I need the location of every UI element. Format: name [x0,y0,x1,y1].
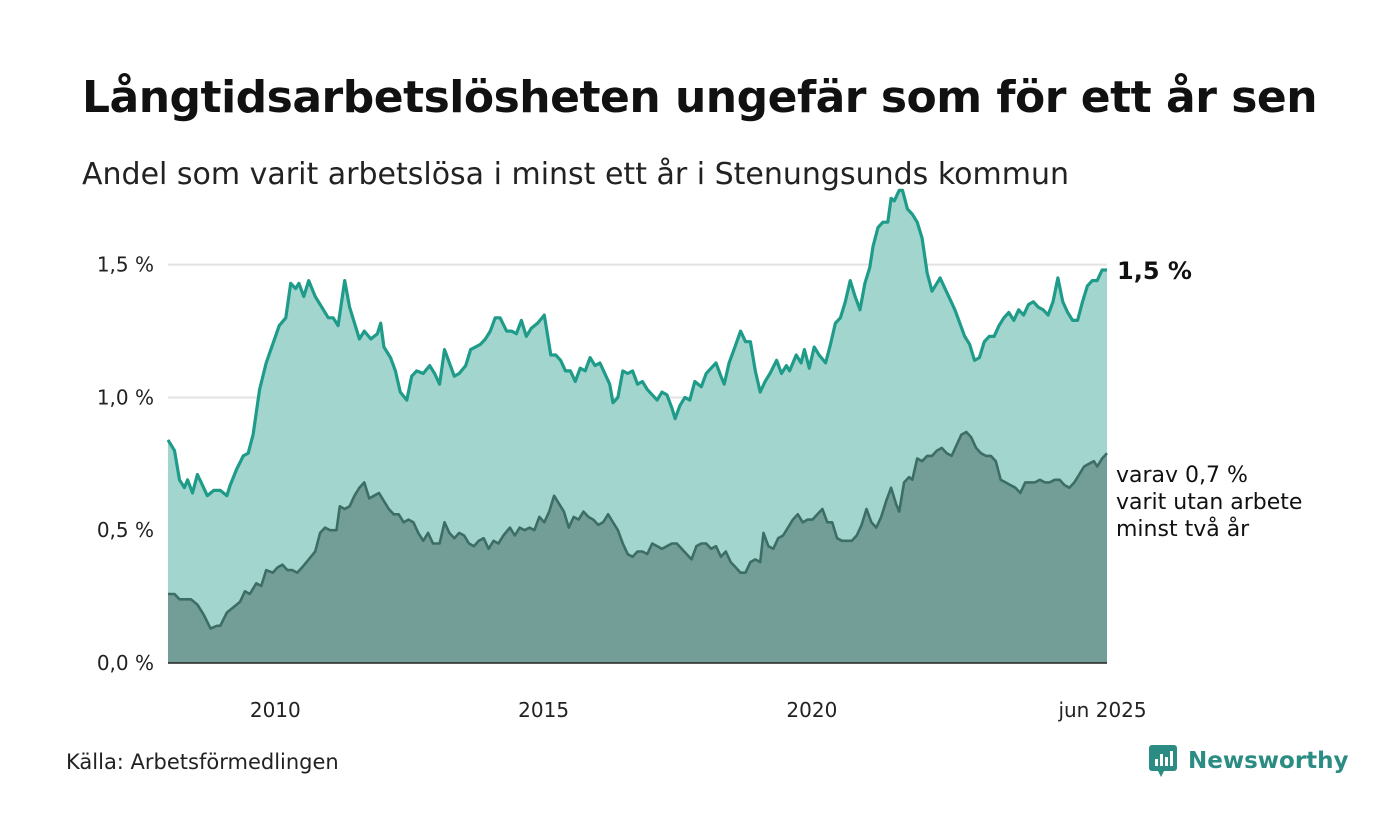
newsworthy-logo-icon [1149,745,1177,777]
end-label-line: varit utan arbete [1116,490,1302,515]
chart-subtitle: Andel som varit arbetslösa i minst ett å… [82,157,1069,192]
y-tick-label: 1,5 % [97,253,154,277]
y-tick-label: 0,5 % [97,518,154,542]
x-axis-ticks: 2010 2015 2020 jun 2025 [250,698,1147,722]
x-tick-label: 2010 [250,698,301,722]
end-label-line: minst två år [1116,516,1250,542]
line-minst-ett-ar [166,188,1107,498]
y-tick-label: 1,0 % [97,385,154,409]
end-label-minst-ett-ar: 1,5 % [1117,257,1192,285]
y-tick-label: 0,0 % [97,651,154,675]
y-axis-ticks: 0,0 % 0,5 % 1,0 % 1,5 % [97,253,154,675]
x-tick-label: jun 2025 [1057,698,1146,722]
x-tick-label: 2015 [518,698,569,722]
brand-name: Newsworthy [1188,748,1349,774]
line-minst-tva-ar [168,430,1108,630]
x-tick-label: 2020 [786,698,837,722]
chart-title: Långtidsarbetslösheten ungefär som för e… [82,72,1318,123]
area-minst-tva-ar [168,432,1107,663]
source-note: Källa: Arbetsförmedlingen [66,750,339,774]
brand-logo[interactable]: Newsworthy [1148,744,1349,778]
end-label-line: varav 0,7 % [1116,463,1248,488]
